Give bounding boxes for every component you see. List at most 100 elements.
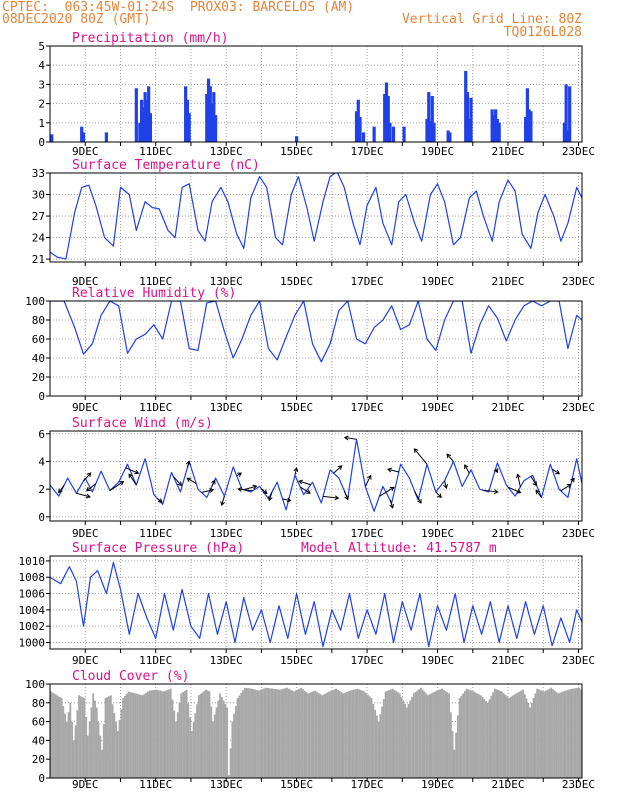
cloud-bar <box>118 720 121 778</box>
precip-xtick-label: 9DEC <box>72 145 99 158</box>
cloud-bar <box>532 698 535 778</box>
pressure-xtick-label: 17DEC <box>351 654 384 667</box>
wind-vector <box>493 468 499 474</box>
cloud-bar <box>212 721 214 778</box>
cloud-bar <box>404 703 406 778</box>
precip-bar <box>138 122 142 142</box>
cloud-bar <box>478 694 480 778</box>
rh-ytick-label: 80 <box>32 314 45 327</box>
cloud-bar <box>293 691 295 778</box>
cloud-bar <box>486 702 489 778</box>
cloud-bar <box>460 695 463 778</box>
cloud-bar <box>78 695 81 778</box>
cloud-xtick-label: 13DEC <box>210 778 243 791</box>
cloud-bar <box>423 691 426 778</box>
precip-bar <box>145 99 149 142</box>
cloud-bar <box>345 691 348 778</box>
precip-xtick-label: 11DEC <box>139 145 172 158</box>
cloud-bar <box>361 690 364 778</box>
cloud-bar <box>203 691 206 778</box>
cloud-bar <box>330 690 332 778</box>
cloud-bar <box>405 707 408 778</box>
model-id: TQ0126L028 <box>503 25 582 40</box>
cloud-bar <box>97 721 100 778</box>
wind-vector <box>443 480 449 489</box>
precip-bar <box>80 126 84 142</box>
precip-bar <box>529 111 533 142</box>
wind-vector <box>435 491 442 499</box>
precip-panel: 0 1 2 3 4 5 9DEC 11DEC 13DEC 15DEC 17DEC 19DEC 21DEC… <box>38 31 595 158</box>
cloud-bar <box>430 693 433 778</box>
cloud-bar <box>483 699 486 778</box>
wind-vector <box>364 474 372 487</box>
cloud-bar <box>326 692 329 778</box>
cloud-bar <box>453 749 456 778</box>
cloud-bar <box>377 721 380 778</box>
cloud-bar <box>162 691 165 778</box>
cloud-bar <box>252 689 255 778</box>
cloud-bar <box>493 688 496 778</box>
cloud-bar <box>62 705 65 778</box>
pressure-xtick-label: 19DEC <box>421 654 454 667</box>
cloud-bar <box>550 687 553 778</box>
precip-xtick-label: 15DEC <box>280 145 313 158</box>
cloud-bar <box>398 693 401 778</box>
rh-ytick-label: 20 <box>32 371 45 384</box>
cloud-bar <box>76 710 79 778</box>
cloud-bar <box>499 690 502 778</box>
cloud-bar <box>173 710 176 778</box>
cloud-bar <box>365 693 368 778</box>
cloud-bar <box>175 721 177 778</box>
precip-bar <box>562 122 566 142</box>
cloud-bar <box>115 722 118 778</box>
cloud-bar <box>314 690 317 778</box>
cloud-ytick-label: 60 <box>32 716 45 729</box>
wind-vector <box>446 453 454 462</box>
cloud-bar <box>352 689 355 778</box>
precip-bar <box>206 78 211 142</box>
cloud-bar <box>323 694 325 778</box>
cloud-bar <box>210 706 213 778</box>
cloud-bar <box>571 688 574 778</box>
precip-bar <box>568 86 572 142</box>
cloud-bar <box>347 691 350 778</box>
cloud-bar <box>372 703 375 778</box>
cloud-bar <box>261 689 264 778</box>
pressure-frame <box>49 555 583 650</box>
cloud-bar <box>543 691 546 778</box>
wind-vector <box>551 468 561 475</box>
cloud-bar <box>351 690 354 778</box>
precip-bar <box>50 134 54 142</box>
cloud-xtick-label: 11DEC <box>139 778 172 791</box>
precip-bar <box>143 92 147 142</box>
cloud-bar <box>511 695 514 778</box>
cloud-ytick-label: 100 <box>25 678 45 691</box>
precip-bar <box>210 103 214 142</box>
wind-vector <box>86 483 97 492</box>
cloud-bar <box>199 693 202 778</box>
cloud-bar <box>129 691 132 778</box>
wind-ytick-label: 2 <box>38 483 45 496</box>
wind-vector <box>172 476 183 487</box>
wind-vector <box>125 467 140 475</box>
cloud-bar <box>300 687 303 778</box>
temp-xtick-label: 23DEC <box>562 275 595 288</box>
pressure-data <box>50 561 582 648</box>
cloud-bar <box>233 713 236 778</box>
cloud-bar <box>513 694 516 778</box>
cloud-bar <box>259 689 262 778</box>
temp-xtick-label: 15DEC <box>280 275 313 288</box>
cloud-bar <box>294 690 297 778</box>
cloud-bar <box>249 688 251 778</box>
precip-bar <box>427 92 431 142</box>
vertical-grid-note: Vertical Grid Line: 80Z <box>401 12 582 27</box>
rh-ytick-label: 100 <box>25 295 45 308</box>
cloud-bar <box>462 693 465 778</box>
temp-xtick-label: 17DEC <box>351 275 384 288</box>
cloud-bar <box>370 698 373 778</box>
cloud-bar <box>157 690 160 778</box>
cloud-bar <box>448 693 450 778</box>
cloud-bar <box>85 716 88 778</box>
cloud-bar <box>488 699 491 778</box>
cloud-bar <box>194 713 197 778</box>
